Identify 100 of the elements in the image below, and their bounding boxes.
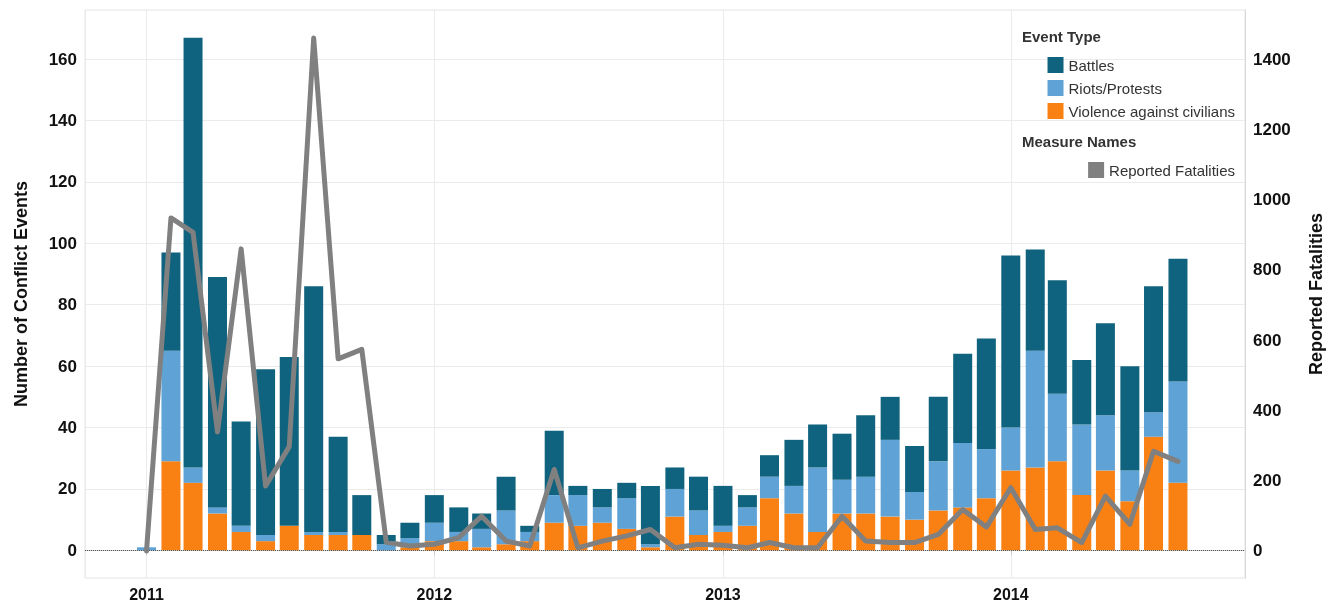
bar [183, 482, 203, 551]
bar [640, 485, 660, 545]
bar [1144, 286, 1164, 413]
bar [689, 510, 709, 536]
bar [472, 528, 492, 548]
y-tick-label: 80 [58, 295, 77, 315]
y2-tick-label: 0 [1253, 541, 1263, 561]
bar [880, 439, 900, 517]
bar [737, 507, 757, 526]
bar [1144, 412, 1164, 437]
bar [1047, 461, 1067, 551]
x-tick-label: 2011 [129, 585, 164, 603]
legend-label: Riots/Protests [1068, 79, 1162, 97]
y-tick-label: 20 [58, 479, 77, 499]
bar [328, 531, 348, 536]
y2-tick-label: 600 [1253, 330, 1282, 350]
bar [784, 485, 804, 514]
y-tick-label: 60 [58, 356, 77, 376]
bar [759, 455, 779, 477]
bar [617, 482, 637, 499]
y-tick-label: 120 [48, 172, 77, 192]
bar [808, 424, 828, 468]
bar [231, 525, 251, 532]
bar [1047, 280, 1067, 394]
bar [592, 488, 612, 508]
y-tick-label: 0 [67, 540, 77, 560]
y2-tick-label: 800 [1253, 260, 1282, 280]
bar [1095, 415, 1115, 471]
bar [905, 492, 925, 520]
bar [665, 467, 685, 489]
bar [161, 350, 181, 462]
bar [304, 535, 324, 551]
bar [1144, 436, 1164, 551]
bar [856, 415, 876, 477]
y-tick-label: 100 [48, 233, 77, 253]
bar [713, 525, 733, 532]
bar [592, 507, 612, 523]
bar [1120, 366, 1140, 471]
bar [183, 37, 203, 468]
bar [207, 513, 227, 551]
bar [713, 485, 733, 526]
bar [1001, 427, 1021, 471]
y2-axis-title: Reported Fatalities [1306, 212, 1326, 376]
y2-tick-label: 1400 [1253, 49, 1291, 69]
bar [183, 467, 203, 483]
bar [905, 445, 925, 493]
bar [976, 449, 996, 499]
y-tick-label: 40 [58, 418, 77, 438]
bar [1047, 393, 1067, 462]
bar [1072, 360, 1092, 425]
bar [1095, 323, 1115, 416]
bar [880, 396, 900, 440]
y-tick-label: 160 [48, 49, 77, 69]
bar [1025, 350, 1045, 468]
bar [832, 433, 852, 480]
bar [472, 547, 492, 551]
bar [256, 535, 276, 542]
bar [1001, 255, 1021, 428]
legend-label: Violence against civilians [1068, 102, 1236, 120]
legend-label: Reported Fatalities [1109, 161, 1236, 179]
bar [256, 541, 276, 551]
bar [953, 442, 973, 508]
bar [161, 461, 181, 551]
x-tick-label: 2013 [705, 585, 741, 603]
bar [231, 421, 251, 526]
bar [496, 544, 516, 551]
y2-tick-label: 1200 [1253, 119, 1291, 139]
bar [328, 535, 348, 551]
bar [1025, 249, 1045, 351]
bar [304, 286, 324, 532]
y2-tick-label: 1000 [1253, 190, 1291, 210]
bar [759, 476, 779, 499]
y2-tick-label: 400 [1253, 400, 1282, 420]
bar [832, 479, 852, 514]
bar [496, 476, 516, 511]
bar [665, 488, 685, 517]
bar [928, 396, 948, 462]
y2-tick-label: 200 [1253, 471, 1282, 491]
annotation: Measure Names [1022, 133, 1137, 150]
bar [279, 525, 299, 551]
bar [207, 507, 227, 514]
bar [737, 495, 757, 508]
bar [1168, 381, 1188, 483]
bar [1168, 258, 1188, 382]
bar [689, 476, 709, 511]
bar [808, 467, 828, 532]
bar [1072, 424, 1092, 496]
bar [424, 522, 444, 542]
bar [856, 476, 876, 514]
x-tick-label: 2012 [416, 585, 453, 603]
x-tick-label: 2014 [993, 585, 1029, 603]
bar [352, 495, 372, 536]
bar [449, 541, 469, 551]
bar [231, 531, 251, 551]
y-tick-label: 140 [48, 111, 77, 131]
bar [1120, 470, 1140, 502]
bar [1168, 482, 1188, 551]
bar [953, 353, 973, 443]
bar [304, 531, 324, 536]
legend-title: Event Type [1022, 28, 1101, 45]
